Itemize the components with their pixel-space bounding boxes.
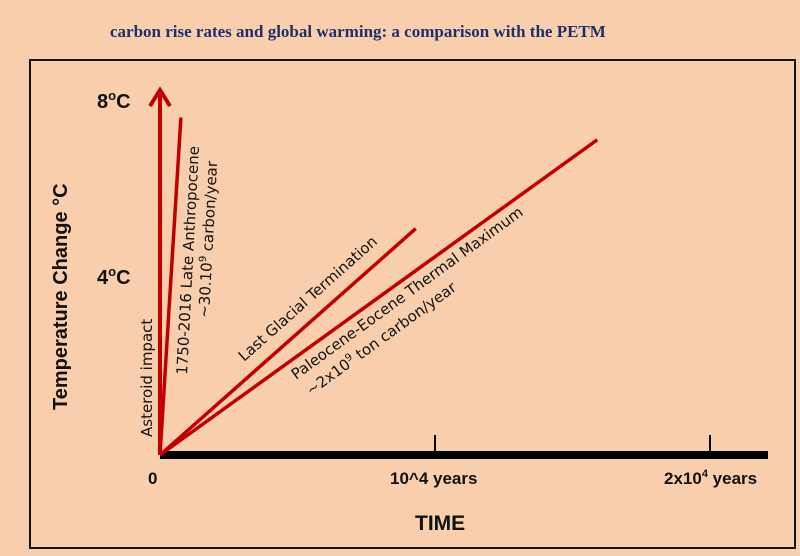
- series-line-1750-2016-late-anthropocene: [158, 117, 183, 456]
- chart-title: carbon rise rates and global warming: a …: [110, 22, 606, 41]
- y-tick-label-4: 4oC: [97, 264, 131, 289]
- series-line-paleocene-eocene-thermal-maximum: [158, 138, 599, 457]
- annotation-anthropocene-rate: ~30.109 carbon/year: [195, 160, 221, 319]
- chart-frame: [29, 59, 796, 549]
- series-line-last-glacial-termination: [158, 227, 417, 457]
- x-tick-label-0: 0: [148, 469, 157, 488]
- annotation-asteroid: Asteroid impact: [138, 319, 156, 437]
- x-axis-label: TIME: [415, 512, 465, 535]
- y-axis-arrowhead: [148, 86, 172, 108]
- x-tick-label-20k: 2x104 years: [664, 468, 757, 488]
- x-tick-label-10k: 10^4 years: [390, 469, 477, 488]
- y-axis-label: Temperature Change °C: [50, 183, 72, 410]
- y-tick-label-8: 8oC: [97, 88, 131, 113]
